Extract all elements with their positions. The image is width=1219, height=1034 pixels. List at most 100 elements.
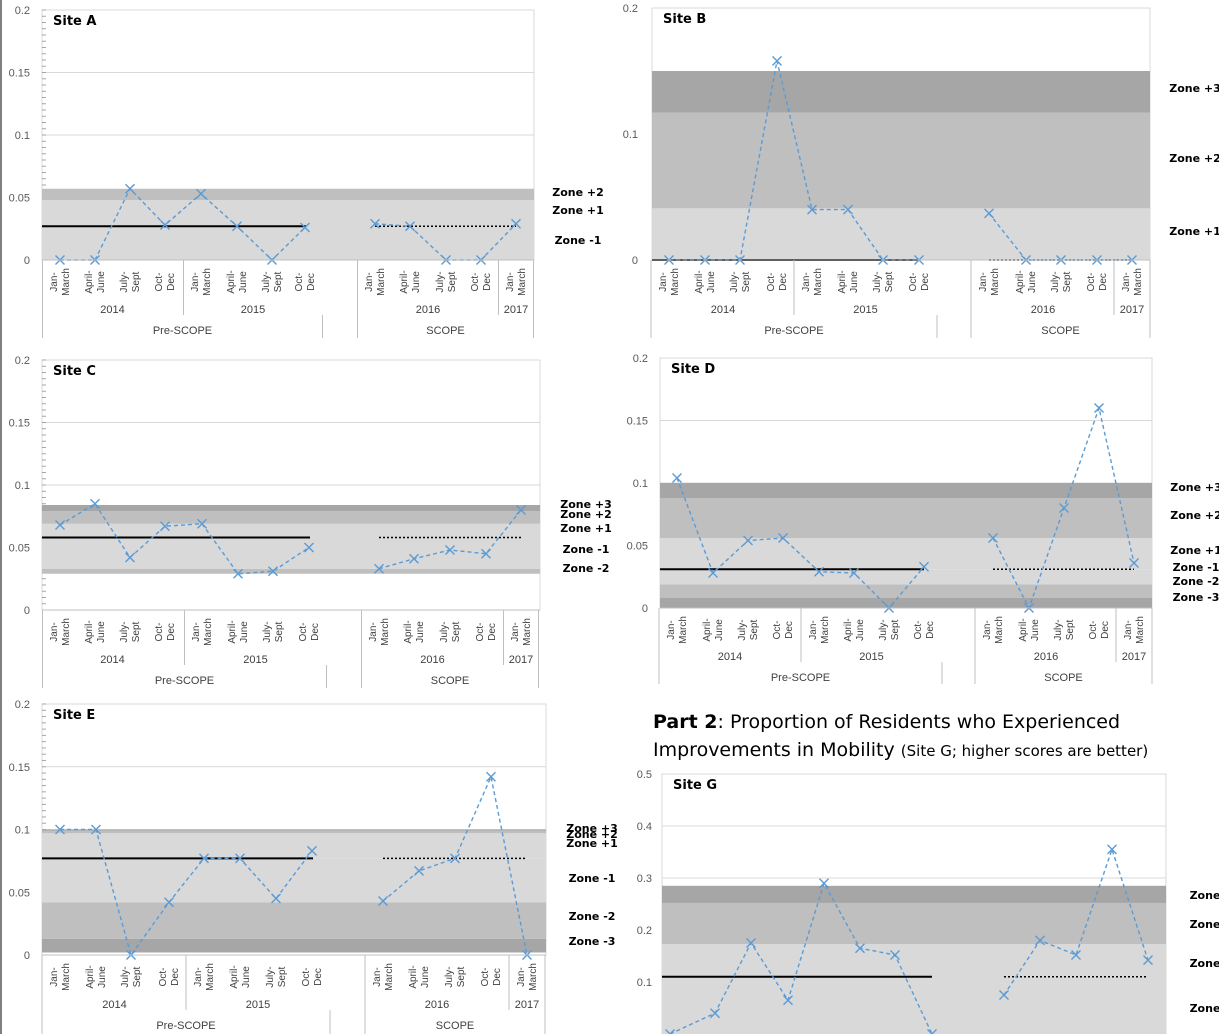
x-tick-label: April- [1015, 270, 1026, 293]
data-point [919, 561, 929, 572]
x-tick-label: Oct- [480, 968, 491, 987]
y-tick-label: 0.15 [627, 416, 648, 428]
zone-label: Zone +1 [566, 837, 618, 850]
data-point [374, 563, 384, 574]
period-label: SCOPE [436, 1020, 475, 1032]
x-tick-label: Sept [447, 271, 458, 292]
data-point [409, 553, 419, 564]
x-tick-label: March [61, 963, 72, 991]
data-point [160, 521, 170, 532]
data-point [778, 533, 788, 543]
data-point [516, 505, 526, 515]
x-tick-label: Dec [310, 623, 321, 641]
data-point [405, 221, 415, 232]
x-tick-label: March [203, 618, 214, 646]
x-tick-label: Oct- [158, 968, 169, 987]
zone-band [42, 938, 546, 953]
year-label: 2015 [241, 304, 265, 316]
zone-label: Zone [1190, 1002, 1219, 1015]
data-point [890, 949, 900, 960]
chart-title: Site C [53, 364, 96, 379]
x-tick-label: June [706, 271, 717, 293]
y-tick-label: 0.05 [9, 887, 30, 899]
zone-label: Zone -2 [569, 910, 616, 923]
data-point [843, 204, 853, 215]
data-point [999, 990, 1009, 1000]
year-label: 2015 [246, 999, 270, 1011]
data-point [235, 853, 245, 864]
chart-title: Site D [671, 362, 715, 377]
x-tick-label: Dec [925, 621, 936, 639]
x-tick-label: Dec [1100, 621, 1111, 639]
zone-label: Zone -1 [563, 543, 610, 556]
x-tick-label: Jan- [516, 967, 527, 986]
zone-band [660, 569, 1152, 585]
x-tick-label: Jan- [368, 622, 379, 641]
x-tick-label: Jan- [982, 620, 993, 639]
x-tick-label: April- [1018, 618, 1029, 641]
data-point [55, 824, 65, 835]
x-tick-label: Sept [456, 966, 467, 987]
year-label: 2017 [504, 304, 528, 316]
zone-label: Zone +2 [552, 186, 604, 199]
y-tick-label: 0.4 [637, 821, 652, 833]
x-tick-label: June [714, 619, 725, 641]
x-tick-label: Jan- [978, 272, 989, 291]
year-label: 2014 [100, 304, 124, 316]
x-tick-label: Dec [920, 273, 931, 291]
x-tick-label: March [61, 268, 72, 296]
zone-band [660, 498, 1152, 538]
data-point [486, 771, 496, 782]
x-tick-label: Sept [132, 966, 143, 987]
y-tick-label: 0.2 [15, 699, 30, 711]
chart-title: Site E [53, 708, 95, 723]
x-tick-label: April- [85, 965, 96, 988]
year-label: 2015 [853, 304, 877, 316]
zone-band [42, 537, 540, 569]
data-point [988, 533, 998, 543]
x-tick-label: Jan- [49, 967, 60, 986]
x-tick-label: April- [399, 270, 410, 293]
x-tick-label: Oct- [766, 273, 777, 292]
y-tick-label: 0 [642, 603, 648, 615]
zone-label: Zone +3 [1170, 481, 1219, 494]
zone-band [652, 71, 1150, 113]
x-tick-label: July- [1053, 619, 1064, 640]
y-tick-label: 0.2 [15, 355, 30, 367]
data-point [232, 221, 242, 232]
y-tick-label: 0.05 [9, 543, 30, 555]
x-tick-label: July- [737, 619, 748, 640]
x-tick-label: Dec [1098, 273, 1109, 291]
period-label: SCOPE [1041, 325, 1080, 337]
zone-label: Zone +3 [1169, 82, 1219, 95]
x-tick-label: March [670, 268, 681, 296]
x-tick-label: March [205, 963, 216, 991]
zone-band [652, 208, 1150, 260]
x-tick-label: April- [403, 620, 414, 643]
period-label: SCOPE [431, 675, 470, 687]
x-tick-label: June [849, 271, 860, 293]
year-label: 2017 [515, 999, 539, 1011]
x-tick-label: Sept [277, 966, 288, 987]
x-tick-label: Jan- [191, 622, 202, 641]
x-tick-label: Sept [274, 621, 285, 642]
x-tick-label: Sept [884, 271, 895, 292]
zone-label: Zone [1190, 918, 1219, 931]
x-tick-label: July- [119, 621, 130, 642]
x-tick-label: March [813, 268, 824, 296]
x-tick-label: Oct- [301, 968, 312, 987]
x-tick-label: June [855, 619, 866, 641]
zone-label: Zone +2 [566, 828, 618, 841]
data-point [300, 222, 310, 233]
data-point [819, 878, 829, 889]
x-tick-label: Oct- [1088, 621, 1099, 640]
y-tick-label: 0.2 [15, 5, 30, 17]
y-tick-label: 0 [24, 950, 30, 962]
x-tick-label: Sept [749, 619, 760, 640]
zone-label: Zone [1190, 889, 1219, 902]
data-point [814, 566, 824, 577]
zone-band [42, 188, 534, 200]
